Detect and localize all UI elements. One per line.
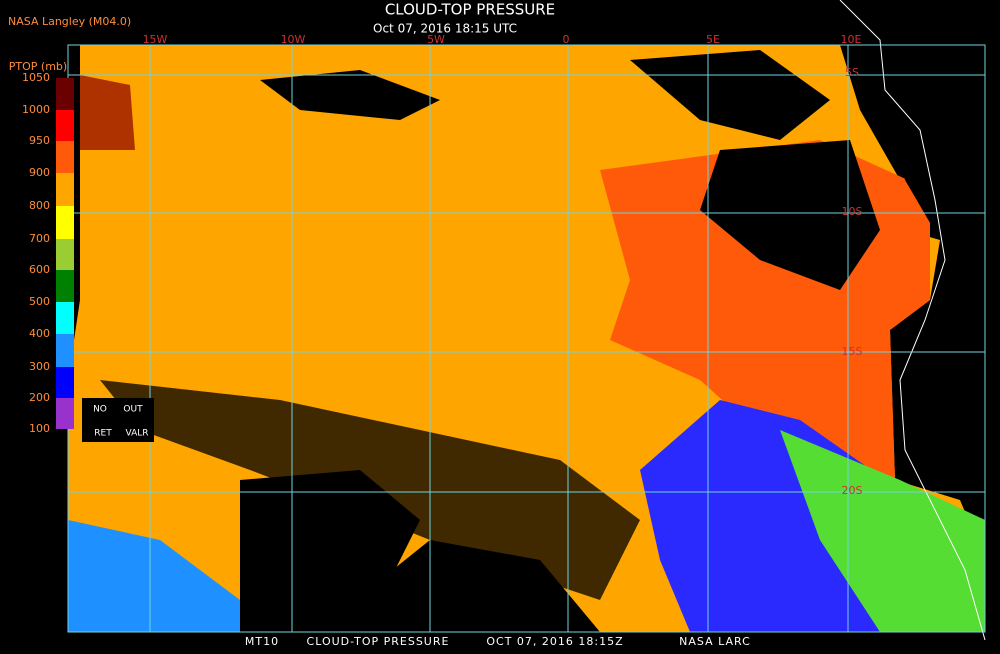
legend-tick: 300	[29, 360, 50, 373]
source: NASA Langley (M04.0)	[8, 15, 131, 28]
lon-label: 0	[563, 33, 570, 46]
legend-tick: 1000	[22, 103, 50, 116]
legend-flag: VALR	[125, 429, 148, 439]
lat-label: 20S	[842, 484, 863, 497]
color-bar	[56, 78, 74, 429]
legend-flag: RET	[94, 429, 112, 439]
legend-tick: 950	[29, 134, 50, 147]
legend-tick: 700	[29, 232, 50, 245]
lon-label: 15W	[143, 33, 168, 46]
footer-text: CLOUD-TOP PRESSURE	[307, 635, 450, 648]
footer-text: NASA LARC	[679, 635, 751, 648]
lat-label: 10S	[842, 205, 863, 218]
footer-text: MT10	[245, 635, 279, 648]
coastline	[839, 0, 986, 641]
legend-flag: OUT	[123, 405, 143, 415]
legend-tick: 200	[29, 391, 50, 404]
subtitle: Oct 07, 2016 18:15 UTC	[373, 22, 517, 36]
lon-label: 10W	[281, 33, 306, 46]
title: CLOUD-TOP PRESSURE	[385, 1, 555, 19]
legend-tick: 400	[29, 327, 50, 340]
lat-label: 15S	[842, 345, 863, 358]
legend-flag: NO	[93, 405, 107, 415]
legend-tick: 600	[29, 263, 50, 276]
flag-box	[82, 398, 154, 442]
lat-label: 5S	[845, 66, 859, 79]
lon-label: 10E	[841, 33, 862, 46]
legend-title: PTOP (mb)	[9, 60, 67, 73]
cloud-field	[68, 45, 985, 632]
legend-tick: 800	[29, 199, 50, 212]
lon-label: 5W	[427, 33, 445, 46]
legend-tick: 1050	[22, 71, 50, 84]
legend-tick: 500	[29, 295, 50, 308]
graticule	[68, 45, 985, 632]
footer-text: OCT 07, 2016 18:15Z	[486, 635, 623, 648]
legend-tick: 900	[29, 166, 50, 179]
legend-tick: 100	[29, 422, 50, 435]
lon-label: 5E	[706, 33, 720, 46]
